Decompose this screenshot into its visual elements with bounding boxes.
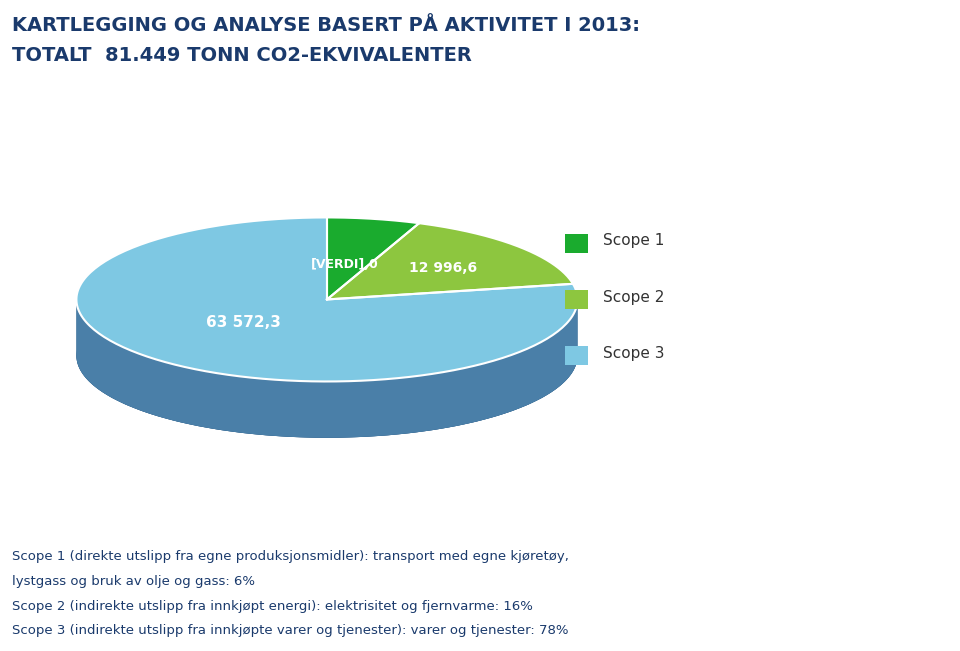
Text: Scope 3: Scope 3	[604, 346, 665, 361]
Text: TOTALT  81.449 TONN CO2-EKVIVALENTER: TOTALT 81.449 TONN CO2-EKVIVALENTER	[12, 46, 472, 64]
Text: lystgass og bruk av olje og gass: 6%: lystgass og bruk av olje og gass: 6%	[12, 575, 255, 588]
Text: Scope 1 (direkte utslipp fra egne produksjonsmidler): transport med egne kjøretø: Scope 1 (direkte utslipp fra egne produk…	[12, 550, 569, 563]
Text: KARTLEGGING OG ANALYSE BASERT PÅ AKTIVITET I 2013:: KARTLEGGING OG ANALYSE BASERT PÅ AKTIVIT…	[12, 16, 640, 35]
Text: Scope 2: Scope 2	[604, 290, 665, 305]
Text: [VERDI],0: [VERDI],0	[311, 258, 378, 271]
Polygon shape	[77, 300, 578, 437]
FancyBboxPatch shape	[565, 346, 588, 365]
FancyBboxPatch shape	[565, 290, 588, 309]
Text: 63 572,3: 63 572,3	[206, 315, 281, 331]
Polygon shape	[77, 217, 578, 381]
Polygon shape	[327, 217, 420, 299]
Text: 12 996,6: 12 996,6	[409, 261, 477, 275]
FancyBboxPatch shape	[565, 234, 588, 253]
Polygon shape	[77, 299, 578, 437]
Polygon shape	[327, 223, 573, 299]
Ellipse shape	[77, 273, 578, 437]
Text: Scope 2 (indirekte utslipp fra innkjøpt energi): elektrisitet og fjernvarme: 16%: Scope 2 (indirekte utslipp fra innkjøpt …	[12, 600, 534, 613]
Text: Scope 1: Scope 1	[604, 233, 665, 249]
Text: Scope 3 (indirekte utslipp fra innkjøpte varer og tjenester): varer og tjenester: Scope 3 (indirekte utslipp fra innkjøpte…	[12, 624, 569, 637]
